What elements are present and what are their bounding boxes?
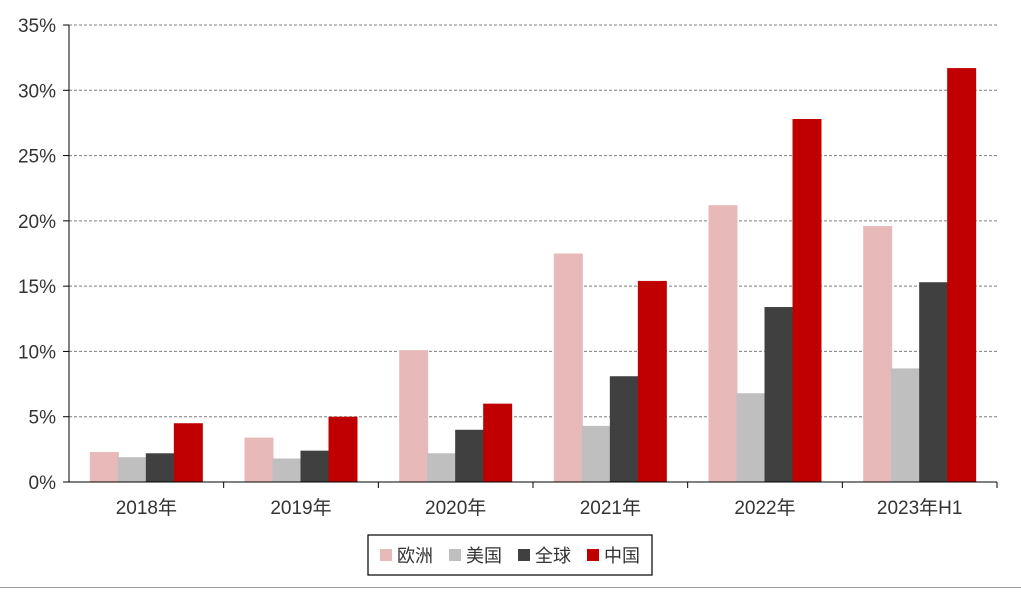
bar-美国-2018年	[117, 457, 147, 482]
legend-swatch-欧洲	[380, 549, 392, 561]
bar-美国-2020年	[427, 453, 457, 482]
legend-label-欧洲: 欧洲	[397, 546, 433, 566]
legend-swatch-美国	[449, 549, 461, 561]
bar-欧洲-2019年	[244, 437, 274, 482]
y-tick-label: 0%	[29, 473, 57, 494]
bar-中国-2022年	[792, 119, 822, 483]
bar-欧洲-2018年	[89, 451, 119, 482]
bar-中国-2023年H1	[947, 68, 977, 483]
bar-全球-2019年	[300, 450, 330, 482]
x-tick-label: 2020年	[425, 497, 486, 519]
bar-美国-2021年	[581, 425, 611, 482]
bottom-border-line	[0, 587, 1021, 588]
legend: 欧洲 美国 全球 中国	[367, 534, 653, 576]
axes: 0% 5% 10% 15% 20% 25% 30% 35% 2018年 2019年 2020年 202…	[18, 16, 998, 519]
y-tick-label: 15%	[18, 277, 56, 298]
bar-欧洲-2020年	[399, 350, 429, 482]
legend-swatch-全球	[518, 549, 530, 561]
bar-美国-2019年	[272, 458, 302, 482]
y-tick-label: 35%	[18, 16, 56, 37]
gridlines	[69, 24, 997, 418]
bar-中国-2018年	[173, 423, 203, 482]
legend-label-美国: 美国	[466, 546, 502, 566]
y-tick-label: 30%	[18, 81, 56, 102]
x-tick-label: 2022年	[734, 497, 795, 519]
x-tick-label: 2023年H1	[877, 497, 963, 519]
y-tick-label: 25%	[18, 147, 56, 168]
bar-中国-2021年	[637, 280, 667, 482]
bar-中国-2020年	[483, 403, 513, 482]
legend-box	[367, 534, 653, 576]
y-tick-label: 5%	[29, 408, 57, 429]
x-tick-label: 2019年	[270, 497, 331, 519]
bar-欧洲-2021年	[553, 253, 583, 482]
bar-中国-2019年	[328, 416, 358, 482]
bar-全球-2020年	[455, 429, 485, 482]
legend-label-全球: 全球	[535, 546, 571, 566]
legend-label-中国: 中国	[604, 546, 640, 566]
bar-全球-2022年	[764, 307, 794, 482]
y-tick-label: 10%	[18, 342, 56, 363]
x-tick-label: 2021年	[580, 497, 641, 519]
legend-swatch-中国	[587, 549, 599, 561]
bar-全球-2023年H1	[919, 282, 949, 482]
y-tick-label: 20%	[18, 212, 56, 233]
x-tick-label: 2018年	[116, 497, 177, 519]
bar-全球-2021年	[609, 376, 639, 482]
bar-美国-2022年	[736, 393, 766, 482]
bar-美国-2023年H1	[891, 368, 921, 482]
bar-欧洲-2022年	[708, 205, 738, 482]
bar-全球-2018年	[145, 453, 175, 482]
bars	[89, 68, 977, 483]
bar-欧洲-2023年H1	[863, 226, 893, 482]
